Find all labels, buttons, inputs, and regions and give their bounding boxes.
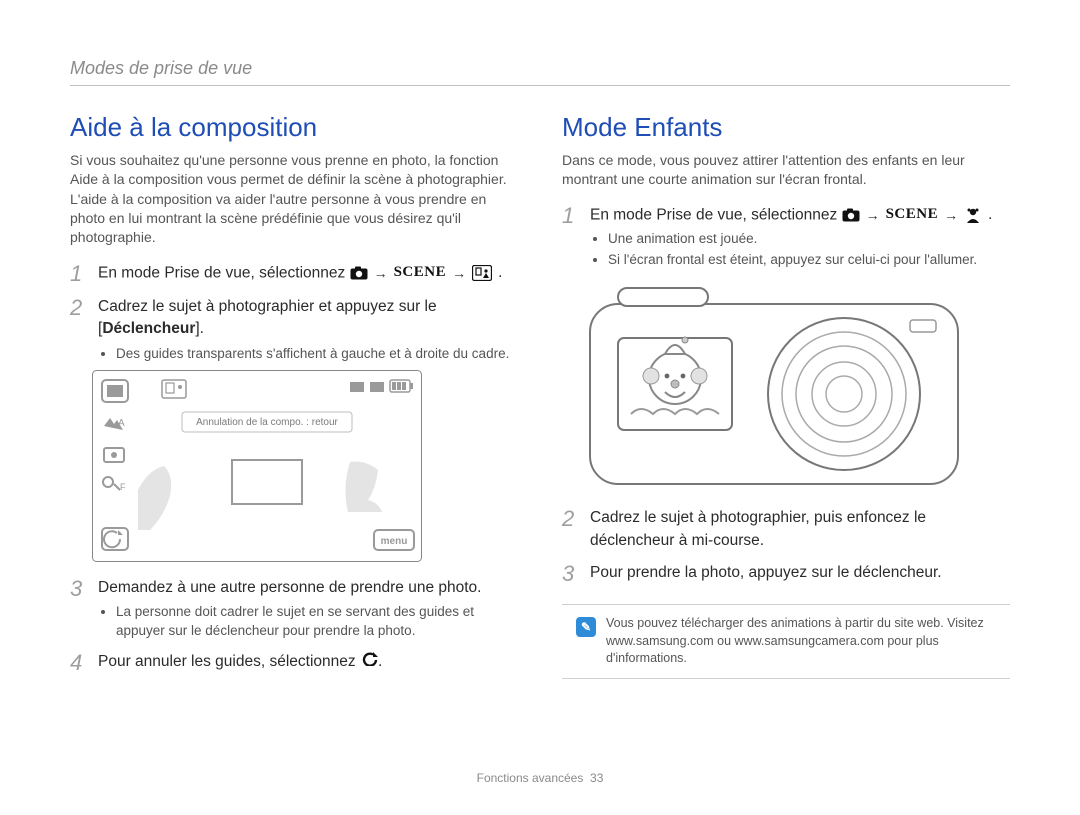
- columns: Aide à la composition Si vous souhaitez …: [70, 112, 1010, 679]
- step1-icon-sequence: → SCENE → .: [842, 204, 993, 226]
- right-title: Mode Enfants: [562, 112, 1010, 143]
- step-text: Cadrez le sujet à photographier, puis en…: [590, 507, 1010, 552]
- bullet-item: Si l'écran frontal est éteint, appuyez s…: [608, 251, 1010, 270]
- step-text: En mode Prise de vue, sélectionnez → SCE…: [98, 262, 518, 285]
- step-number: 2: [70, 296, 88, 320]
- bullet-item: La personne doit cadrer le sujet en se s…: [116, 603, 518, 641]
- step1-prefix: En mode Prise de vue, sélectionnez: [590, 206, 842, 223]
- step-text: Pour annuler les guides, sélectionnez .: [98, 651, 518, 673]
- return-icon: [360, 652, 378, 666]
- step-text: Pour prendre la photo, appuyez sur le dé…: [590, 562, 1010, 584]
- right-step-1: 1 En mode Prise de vue, sélectionnez → S…: [562, 204, 1010, 271]
- step3-text: Demandez à une autre personne de prendre…: [98, 579, 481, 596]
- svg-text:F: F: [120, 482, 126, 492]
- step1-icon-sequence: → SCENE → .: [350, 262, 503, 284]
- left-step-2: 2 Cadrez le sujet à photographier et app…: [70, 296, 518, 364]
- left-column: Aide à la composition Si vous souhaitez …: [70, 112, 518, 679]
- footer-page-number: 33: [590, 771, 603, 785]
- step-number: 1: [562, 204, 580, 228]
- section-header: Modes de prise de vue: [70, 58, 1010, 86]
- step-text: Cadrez le sujet à photographier et appuy…: [98, 296, 518, 364]
- right-column: Mode Enfants Dans ce mode, vous pouvez a…: [562, 112, 1010, 679]
- camera-icon: [350, 266, 368, 280]
- arrow-icon: →: [866, 205, 880, 225]
- step-number: 1: [70, 262, 88, 286]
- right-step-2: 2 Cadrez le sujet à photographier, puis …: [562, 507, 1010, 552]
- scene-label: SCENE: [394, 262, 447, 284]
- lcd-diagram: A F: [92, 370, 518, 567]
- svg-text:A: A: [118, 418, 125, 429]
- step4-prefix: Pour annuler les guides, sélectionnez: [98, 653, 360, 670]
- camera-icon: [842, 208, 860, 222]
- left-step-4: 4 Pour annuler les guides, sélectionnez …: [70, 651, 518, 675]
- right-intro: Dans ce mode, vous pouvez attirer l'atte…: [562, 151, 1010, 190]
- arrow-icon: →: [452, 263, 466, 283]
- step2-bold: Déclencheur: [102, 320, 195, 337]
- step2-bullets: Des guides transparents s'affichent à ga…: [116, 345, 518, 364]
- left-step-1: 1 En mode Prise de vue, sélectionnez → S…: [70, 262, 518, 286]
- step1-bullets: Une animation est jouée. Si l'écran fron…: [608, 230, 1010, 270]
- footer-label: Fonctions avancées: [477, 771, 584, 785]
- frame-guide-icon: [472, 265, 492, 281]
- left-intro: Si vous souhaitez qu'une personne vous p…: [70, 151, 518, 248]
- right-step-3: 3 Pour prendre la photo, appuyez sur le …: [562, 562, 1010, 586]
- step-number: 3: [562, 562, 580, 586]
- arrow-icon: →: [374, 263, 388, 283]
- left-step-3: 3 Demandez à une autre personne de prend…: [70, 577, 518, 641]
- info-icon: ✎: [576, 617, 596, 637]
- bullet-item: Une animation est jouée.: [608, 230, 1010, 249]
- step2-suffix: ].: [195, 320, 204, 337]
- left-title: Aide à la composition: [70, 112, 518, 143]
- step-text: En mode Prise de vue, sélectionnez → SCE…: [590, 204, 1010, 271]
- camera-diagram: [562, 280, 1010, 497]
- step-text: Demandez à une autre personne de prendre…: [98, 577, 518, 641]
- step-number: 3: [70, 577, 88, 601]
- note-box: ✎ Vous pouvez télécharger des animations…: [562, 604, 1010, 679]
- page: Modes de prise de vue Aide à la composit…: [0, 0, 1080, 815]
- bullet-item: Des guides transparents s'affichent à ga…: [116, 345, 518, 364]
- lcd-menu-text: menu: [381, 536, 408, 547]
- scene-label: SCENE: [886, 204, 939, 226]
- note-text: Vous pouvez télécharger des animations à…: [606, 615, 996, 668]
- lcd-banner-text: Annulation de la compo. : retour: [196, 417, 338, 428]
- step3-bullets: La personne doit cadrer le sujet en se s…: [116, 603, 518, 641]
- step-number: 4: [70, 651, 88, 675]
- page-footer: Fonctions avancées 33: [0, 771, 1080, 785]
- child-icon: [964, 206, 982, 224]
- step-number: 2: [562, 507, 580, 531]
- arrow-icon: →: [944, 205, 958, 225]
- step1-prefix: En mode Prise de vue, sélectionnez: [98, 264, 350, 281]
